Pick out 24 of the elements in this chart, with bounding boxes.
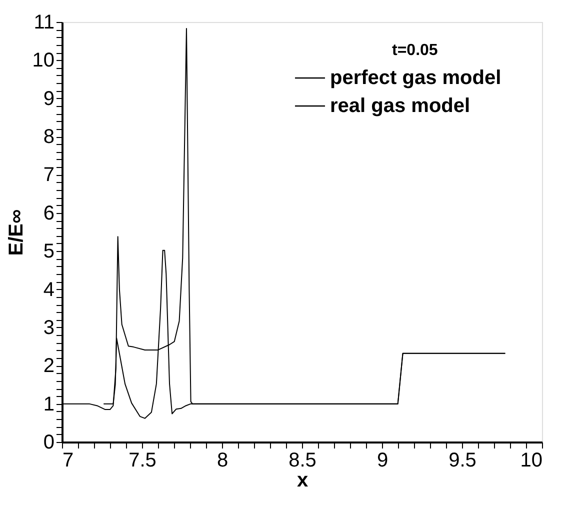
- y-tick-label: 0: [43, 432, 54, 454]
- x-tick-label: 7.5: [128, 450, 156, 472]
- x-tick-label: 8.5: [288, 450, 316, 472]
- x-tick-label: 9: [376, 450, 388, 472]
- y-tick-label: 8: [43, 126, 54, 148]
- y-tick-label: 9: [43, 88, 54, 110]
- y-tick-label: 11: [34, 12, 54, 34]
- legend-label: real gas model: [330, 95, 470, 117]
- x-tick-label: 8: [216, 450, 228, 472]
- y-tick-label: 2: [43, 355, 54, 378]
- y-tick-label: 7: [43, 164, 54, 186]
- x-axis-title: x: [296, 470, 308, 492]
- y-tick-label: 10: [32, 50, 54, 72]
- y-tick-label: 4: [43, 278, 54, 301]
- y-axis-title: E/E∞: [5, 209, 28, 256]
- y-tick-label: 6: [43, 202, 54, 224]
- y-tick-label: 5: [43, 240, 54, 263]
- x-tick-label: 7: [62, 450, 74, 472]
- x-tick-label: 9.5: [448, 450, 476, 472]
- annotation: t=0.05: [392, 42, 438, 59]
- legend-label: perfect gas model: [330, 67, 502, 89]
- y-tick-label: 3: [43, 316, 54, 339]
- y-tick-label: 1: [43, 393, 54, 416]
- x-tick-label: 10: [520, 450, 542, 472]
